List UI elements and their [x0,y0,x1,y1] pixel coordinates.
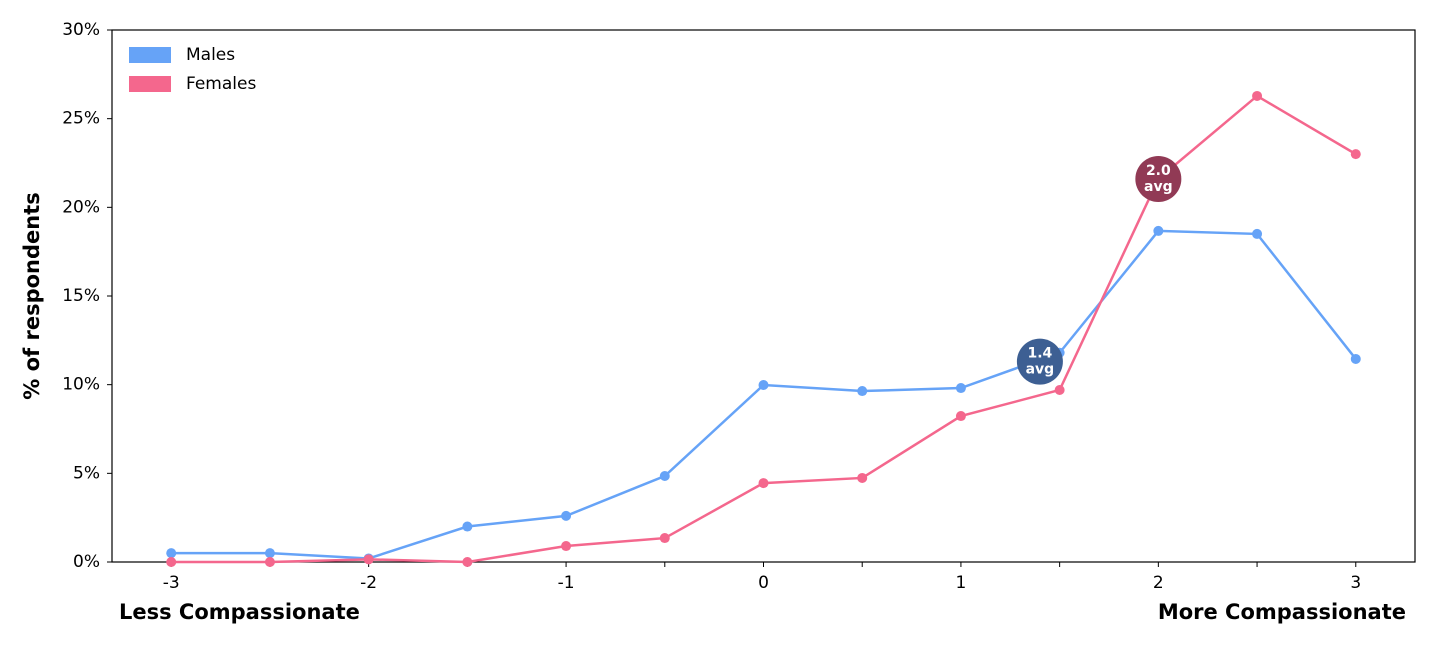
data-point [955,411,966,422]
data-point [659,470,670,481]
avg-marker [1135,155,1182,202]
data-point [758,478,769,489]
avg-sublabel: avg [1026,362,1055,378]
data-point [758,380,769,391]
y-tick-label: 10% [62,375,100,395]
y-tick-label: 5% [73,463,100,483]
x-axis-label-left: Less Compassionate [119,600,360,624]
data-point [659,533,670,544]
avg-value: 2.0 [1146,163,1171,179]
data-point [561,510,572,521]
legend-label: Males [186,45,235,65]
series-line [171,94,1357,564]
data-point [955,383,966,394]
x-tick-label: 3 [1350,573,1361,593]
data-point [857,472,868,483]
data-point [857,386,868,397]
data-point [1350,149,1361,160]
y-axis-label: % of respondents [20,192,44,400]
avg-marker [1016,338,1063,385]
data-point [166,548,177,559]
data-point [561,541,572,552]
y-tick-label: 25% [62,109,100,129]
data-point [462,557,473,567]
series-line [171,229,1357,560]
y-tick-label: 30% [62,20,100,40]
data-point [1153,225,1164,236]
data-point [264,548,275,559]
x-tick-label: -1 [558,573,575,593]
avg-sublabel: avg [1144,179,1173,195]
data-point [1054,384,1065,395]
data-point [1252,90,1263,101]
data-point [363,554,374,565]
x-axis-label-right: More Compassionate [1158,600,1406,624]
x-tick-label: 1 [956,573,967,593]
x-tick-label: -3 [163,573,180,593]
y-tick-label: 0% [73,552,100,572]
legend-swatch [129,76,171,92]
x-tick-label: 2 [1153,573,1164,593]
legend-swatch [129,47,171,63]
y-tick-label: 20% [62,197,100,217]
data-point [1252,228,1263,239]
x-tick-label: 0 [758,573,769,593]
data-point [462,521,473,532]
data-point [166,557,177,567]
x-tick-label: -2 [360,573,377,593]
data-point [1350,353,1361,364]
y-tick-label: 15% [62,286,100,306]
avg-value: 1.4 [1027,346,1052,362]
legend-label: Females [186,74,256,94]
data-point [264,557,275,567]
